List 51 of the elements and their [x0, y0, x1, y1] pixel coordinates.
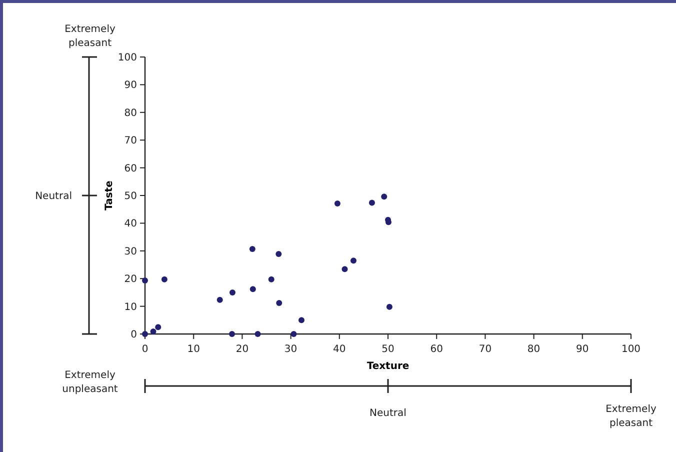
point — [276, 300, 282, 306]
point — [228, 331, 235, 337]
point — [229, 289, 236, 296]
y-tick-label: 20 — [124, 274, 137, 286]
text: Neutral — [370, 408, 406, 419]
point — [368, 200, 375, 206]
y-tick-label: 60 — [124, 163, 137, 174]
text: Extremely unpleasant — [62, 370, 118, 395]
y-tick-label: 70 — [124, 136, 137, 147]
point — [298, 317, 304, 324]
point — [276, 250, 282, 257]
x-tick-label: 20 — [236, 344, 249, 355]
x-axis-title: Texture — [366, 361, 410, 372]
x-tick-label: 40 — [333, 344, 346, 355]
x-tick-label: 10 — [187, 344, 200, 355]
point — [142, 331, 148, 337]
point — [161, 276, 168, 282]
x-tick-label: 50 — [382, 344, 394, 355]
x-tick-label: 0 — [142, 344, 148, 355]
y-tick-label: 100 — [118, 52, 137, 64]
point — [350, 258, 356, 264]
point — [142, 278, 148, 284]
point — [254, 331, 261, 337]
text: Neutral — [35, 191, 72, 202]
y-tick-label: 10 — [124, 302, 137, 313]
point — [342, 266, 348, 272]
point — [155, 324, 162, 330]
x-tick-label: 100 — [621, 344, 641, 355]
point — [268, 276, 274, 282]
point — [334, 200, 340, 207]
y-axis-title: Taste — [104, 180, 115, 210]
y-tick-label: 80 — [124, 108, 137, 119]
point — [250, 286, 256, 292]
y-tick-label: 90 — [124, 80, 137, 92]
point — [381, 194, 388, 200]
x-tick-label: 80 — [527, 344, 540, 355]
point — [216, 296, 223, 303]
x-tick-label: 90 — [576, 344, 589, 355]
point — [150, 328, 156, 335]
point — [290, 331, 297, 337]
x-tick-label: 30 — [284, 344, 298, 355]
y-tick-label: 30 — [124, 246, 137, 258]
point — [249, 246, 256, 252]
x-tick-label: 70 — [478, 344, 492, 355]
x-tick-label: 60 — [430, 344, 443, 355]
y-tick-label: 50 — [124, 191, 137, 202]
y-tick-label: 40 — [124, 218, 137, 230]
text: Extremely pleasant — [606, 404, 656, 429]
text: Extremely pleasant — [64, 24, 116, 49]
point — [386, 304, 392, 310]
y-tick-label: 0 — [130, 330, 137, 340]
